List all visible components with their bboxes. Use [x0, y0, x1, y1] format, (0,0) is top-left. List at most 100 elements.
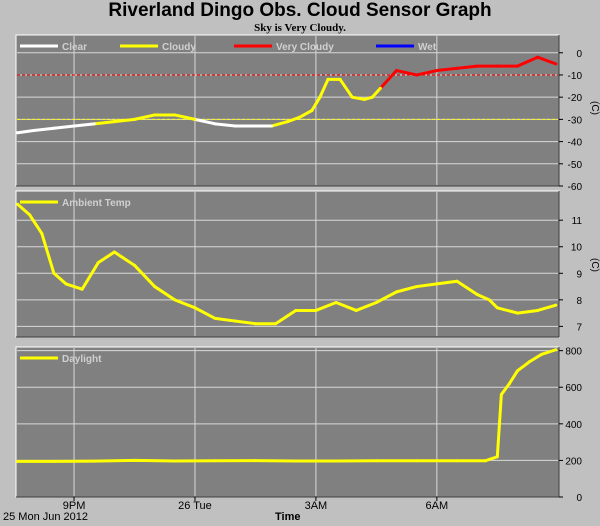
legend-entry: Ambient Temp	[62, 198, 131, 209]
x-tick-label: 3AM	[305, 500, 328, 512]
y-tick-label: -20	[568, 93, 583, 104]
sky-temp-segment-clear	[193, 117, 217, 126]
ambient-temp-point	[415, 285, 419, 289]
ambient-temp-point	[374, 300, 378, 304]
y-tick-label: -40	[568, 138, 583, 149]
sky-temp-point	[378, 86, 382, 90]
daylight-point	[540, 352, 544, 356]
sky-temp-point	[310, 109, 314, 112]
y-tick-label: 200	[565, 456, 582, 467]
plot-area-3	[15, 346, 560, 498]
x-tick-label: 6AM	[426, 500, 449, 512]
ambient-temp-point	[334, 300, 338, 304]
sky-temp-segment-very-cloudy	[415, 69, 439, 77]
ambient-temp-point	[475, 293, 479, 297]
plot-area-1	[15, 34, 560, 187]
daylight-point	[455, 459, 459, 463]
x-axis-title: Time	[275, 511, 301, 523]
ambient-temp-point	[354, 308, 358, 312]
daylight-point	[213, 459, 217, 463]
sky-temp-segment-cloudy	[112, 117, 137, 124]
daylight-point	[374, 459, 378, 463]
daylight-point	[528, 360, 532, 364]
daylight-point	[133, 458, 137, 462]
ambient-temp-point	[294, 308, 298, 312]
sky-temp-point	[395, 69, 399, 73]
sky-temp-point	[326, 77, 330, 81]
ambient-temp-point	[515, 311, 519, 315]
ambient-temp-point	[435, 282, 439, 286]
legend-entry: Very Cloudy	[276, 42, 334, 53]
y-tick-label: -50	[568, 160, 583, 171]
sky-temp-segment-clear	[213, 122, 237, 128]
y-tick-label: -10	[568, 71, 583, 82]
y-tick-label: 0	[576, 493, 582, 504]
ambient-temp-point	[153, 285, 157, 289]
ambient-temp-point	[487, 298, 491, 302]
ambient-temp-point	[96, 261, 100, 265]
daylight-point	[173, 459, 177, 463]
y-tick-label: 7	[576, 322, 582, 333]
y-axis-label: (C)	[589, 258, 600, 272]
y-tick-label: -60	[568, 182, 583, 193]
sky-temp-segment-cloudy	[286, 115, 302, 124]
sky-temp-point	[286, 120, 290, 124]
ambient-temp-point	[64, 282, 68, 286]
sky-temp-point	[298, 115, 302, 119]
daylight-point	[334, 459, 338, 463]
sky-temp-segment-very-cloudy	[536, 55, 558, 66]
sky-temp-point	[455, 66, 459, 70]
sky-temp-segment-cloudy	[350, 95, 366, 101]
sky-temp-point	[515, 64, 519, 68]
sky-temp-segment-very-cloudy	[435, 66, 459, 73]
ambient-temp-point	[314, 308, 318, 312]
sky-temp-segment-cloudy	[338, 77, 354, 99]
sky-temp-segment-clear	[72, 122, 96, 128]
sky-temp-segment-cloudy	[133, 113, 157, 121]
sky-temp-point	[435, 69, 439, 73]
ambient-temp-point	[52, 271, 56, 275]
daylight-point	[16, 459, 20, 463]
sky-temp-point	[32, 128, 36, 132]
ambient-temp-point	[495, 306, 499, 310]
y-axis-label: (C)	[589, 101, 600, 115]
sky-temp-point	[72, 124, 76, 128]
sky-temp-segment-cloudy	[173, 113, 197, 121]
legend-entry: Wet	[418, 42, 437, 53]
sky-temp-segment-very-cloudy	[378, 69, 399, 90]
y-tick-label: 9	[576, 269, 582, 280]
sky-temp-point	[415, 73, 419, 77]
sky-temp-point	[112, 120, 116, 124]
y-tick-label: 800	[565, 347, 582, 358]
y-tick-label: 0	[576, 49, 582, 60]
daylight-point	[253, 459, 257, 463]
daylight-point	[415, 459, 419, 463]
legend-entry: Cloudy	[162, 42, 196, 53]
sky-temp-segment-cloudy	[370, 86, 382, 99]
sky-temp-segment-cloudy	[318, 77, 330, 99]
sky-temp-segment-very-cloudy	[455, 64, 479, 70]
sky-temp-point	[536, 55, 540, 59]
sky-temp-segment-cloudy	[270, 120, 290, 128]
daylight-point	[483, 459, 487, 463]
sky-temp-point	[92, 122, 96, 126]
y-tick-label: 600	[565, 383, 582, 394]
sky-temp-segment-very-cloudy	[515, 55, 540, 68]
ambient-temp-point	[40, 231, 44, 235]
daylight-point	[554, 348, 558, 352]
sky-temp-point	[318, 95, 322, 99]
sky-temp-point	[16, 131, 20, 135]
ambient-temp-point	[233, 319, 237, 323]
daylight-point	[499, 393, 503, 397]
chart-title: Riverland Dingo Obs. Cloud Sensor Graph	[108, 0, 492, 21]
ambient-temp-point	[28, 213, 32, 217]
sky-temp-segment-clear	[32, 126, 56, 132]
legend-entry: Daylight	[62, 354, 102, 365]
sky-temp-point	[338, 77, 342, 81]
ambient-temp-point	[112, 250, 116, 254]
sky-temp-point	[213, 122, 217, 126]
sky-temp-point	[270, 124, 274, 128]
y-tick-label: 11	[572, 216, 583, 227]
sky-temp-segment-clear	[52, 124, 76, 130]
